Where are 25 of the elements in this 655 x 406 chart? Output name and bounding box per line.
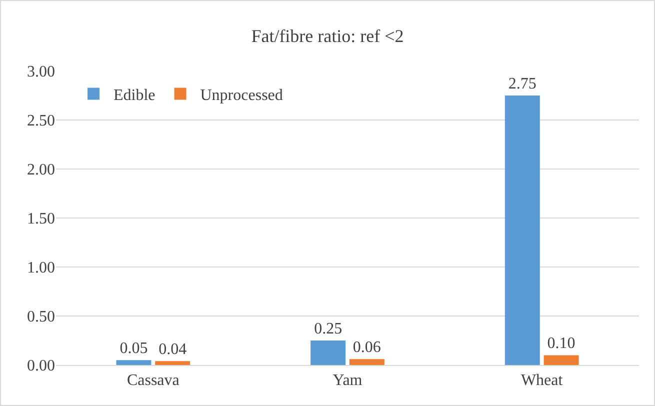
legend-label: Edible xyxy=(113,87,156,104)
y-tick-label: 0.00 xyxy=(27,358,55,375)
bar xyxy=(116,360,152,365)
x-tick-label: Cassava xyxy=(126,372,180,390)
bar xyxy=(544,355,579,365)
y-tick-label: 3.00 xyxy=(27,64,55,81)
data-label: 0.04 xyxy=(158,341,187,358)
bar xyxy=(310,340,346,365)
y-tick-label: 1.00 xyxy=(27,260,55,277)
data-label: 2.75 xyxy=(508,76,536,92)
bar xyxy=(504,96,540,365)
y-tick-label: 0.50 xyxy=(27,308,55,326)
y-tick-label: 2.50 xyxy=(27,112,55,130)
data-label: 0.25 xyxy=(314,320,342,338)
legend-label: Unprocessed xyxy=(200,87,283,104)
data-label: 0.10 xyxy=(547,335,576,352)
bar xyxy=(349,359,384,365)
y-tick-label: 2.00 xyxy=(27,162,55,179)
x-tick-label: Wheat xyxy=(520,372,564,390)
chart-title: Fat/fibre ratio: ref <2 xyxy=(251,26,404,46)
data-label: 0.06 xyxy=(352,339,381,356)
bar xyxy=(155,361,190,365)
y-tick-label: 1.50 xyxy=(27,210,55,228)
data-label: 0.05 xyxy=(120,340,148,358)
x-tick-label: Yam xyxy=(332,372,363,390)
